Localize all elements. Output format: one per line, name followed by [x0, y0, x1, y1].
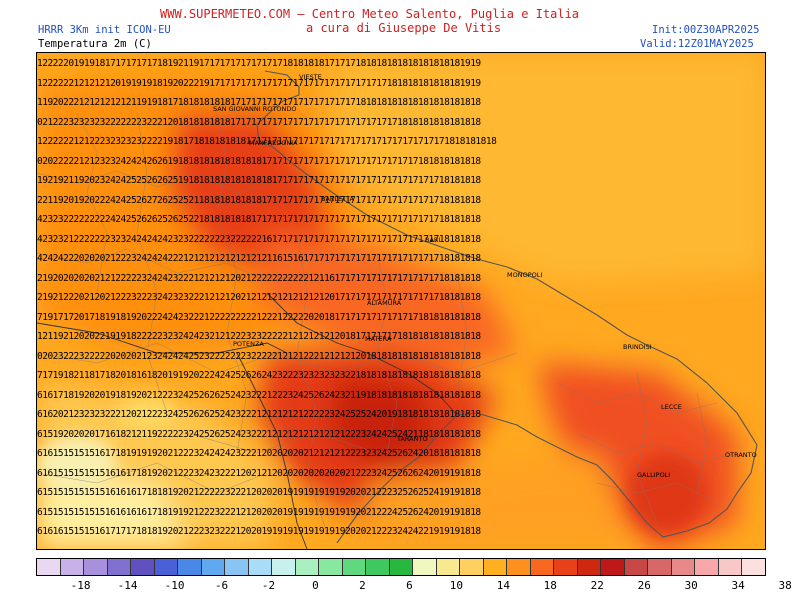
- author-line: a cura di Giuseppe De Vitis: [306, 21, 502, 35]
- city-vieste: VIESTE: [299, 73, 322, 81]
- colorbar-cell: [178, 559, 202, 575]
- colorbar-cell: [530, 559, 555, 575]
- city-lecce: LECCE: [661, 403, 682, 411]
- colorbar-cell: [577, 559, 602, 575]
- city-taranto: TARANTO: [397, 435, 428, 443]
- city-brindisi: BRINDISI: [623, 343, 652, 351]
- colorbar-label: 0: [312, 579, 319, 592]
- colorbar-label: 30: [684, 579, 698, 592]
- model-label: HRRR 3Km init ICON-EU: [38, 24, 171, 36]
- colorbar-cell: [671, 559, 696, 575]
- city-otranto: OTRANTO: [725, 451, 757, 459]
- colorbar-label: 34: [731, 579, 745, 592]
- city-bari: BARI: [425, 236, 441, 244]
- colorbar-cell: [225, 559, 249, 575]
- colorbar-label: 6: [406, 579, 413, 592]
- city-gallipoli: GALLIPOLI: [637, 471, 671, 479]
- city-altamura: ALTAMURA: [367, 299, 402, 307]
- city-manfredonia: MANFREDONIA: [249, 139, 298, 147]
- colorbar-cell: [248, 559, 273, 575]
- colorbar-cell: [507, 559, 531, 575]
- colorbar-cell: [460, 559, 484, 575]
- city-san-giovanni-rotondo: SAN GIOVANNI ROTONDO: [213, 105, 297, 113]
- colorbar-cell: [695, 559, 719, 575]
- colorbar-cell: [742, 559, 765, 575]
- colorbar-cell: [554, 559, 578, 575]
- colorbar: [36, 558, 766, 576]
- site-title: WWW.SUPERMETEO.COM – Centro Meteo Salent…: [160, 7, 580, 21]
- colorbar-label: -14: [117, 579, 138, 592]
- colorbar-label: 10: [449, 579, 463, 592]
- colorbar-cell: [624, 559, 649, 575]
- colorbar-cell: [436, 559, 461, 575]
- colorbar-cell: [272, 559, 296, 575]
- temperature-map: 1222220191918171717171718192119171717171…: [36, 52, 766, 550]
- colorbar-label: -18: [70, 579, 91, 592]
- colorbar-labels: -18 -14 -10 -6 -2 0 2 6 10 14 18 22 26 30 34 38: [36, 579, 792, 593]
- colorbar-cell: [107, 559, 132, 575]
- coastline: [256, 70, 758, 544]
- city-matera: MATERA: [365, 335, 392, 343]
- colorbar-label: -10: [164, 579, 185, 592]
- regional-borders: [37, 292, 458, 549]
- valid-time: Valid:12Z01MAY2025: [640, 38, 754, 50]
- colorbar-cell: [319, 559, 343, 575]
- municipal-borders: [37, 112, 738, 534]
- colorbar-cell: [389, 559, 414, 575]
- colorbar-label: -2: [261, 579, 276, 592]
- map-canvas: [37, 53, 765, 549]
- colorbar-cell: [366, 559, 390, 575]
- colorbar-cell: [718, 559, 743, 575]
- colorbar-label: 2: [359, 579, 366, 592]
- colorbar-label: 18: [543, 579, 557, 592]
- colorbar-label: 22: [590, 579, 604, 592]
- colorbar-cell: [648, 559, 672, 575]
- colorbar-cell: [295, 559, 320, 575]
- city-potenza: POTENZA: [233, 340, 264, 348]
- colorbar-label: -6: [214, 579, 229, 592]
- colorbar-label: 26: [637, 579, 651, 592]
- colorbar-cell: [201, 559, 226, 575]
- colorbar-cell: [342, 559, 367, 575]
- colorbar-cell: [413, 559, 437, 575]
- city-barletta: BARLETTA: [321, 195, 354, 203]
- colorbar-label: 14: [496, 579, 510, 592]
- colorbar-cell: [483, 559, 508, 575]
- colorbar-cell: [37, 559, 61, 575]
- colorbar-label: 38: [778, 579, 792, 592]
- colorbar-cell: [131, 559, 155, 575]
- init-time: Init:00Z30APR2025: [652, 24, 760, 36]
- city-monopoli: MONOPOLI: [507, 271, 543, 279]
- colorbar-cell: [154, 559, 179, 575]
- colorbar-cell: [601, 559, 625, 575]
- colorbar-cell: [84, 559, 108, 575]
- colorbar-cell: [60, 559, 85, 575]
- variable-label: Temperatura 2m (C): [38, 38, 152, 50]
